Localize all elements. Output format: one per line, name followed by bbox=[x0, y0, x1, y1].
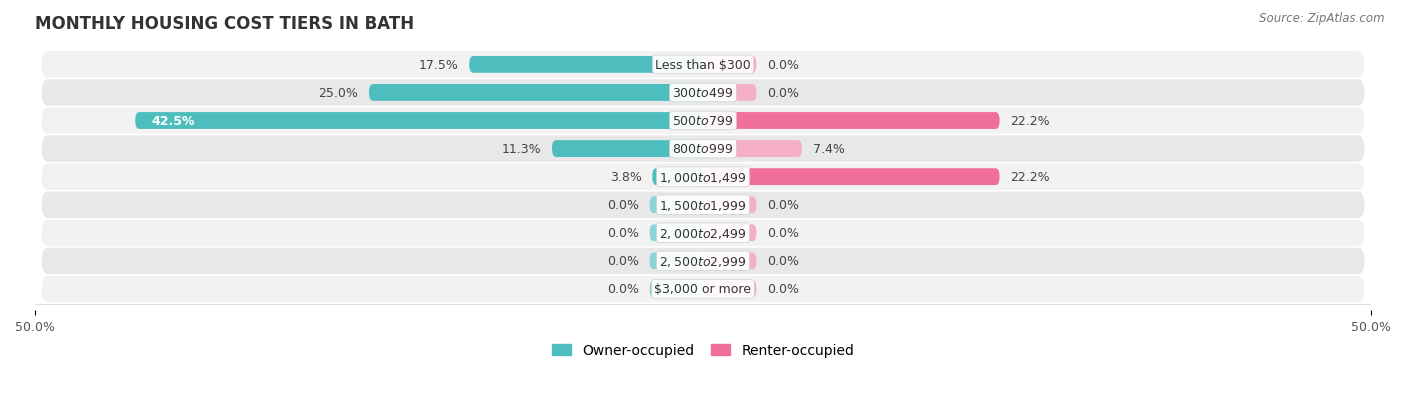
Legend: Owner-occupied, Renter-occupied: Owner-occupied, Renter-occupied bbox=[546, 338, 860, 363]
FancyBboxPatch shape bbox=[553, 141, 703, 158]
FancyBboxPatch shape bbox=[135, 113, 703, 130]
Text: 0.0%: 0.0% bbox=[768, 87, 799, 100]
Text: 11.3%: 11.3% bbox=[502, 143, 541, 156]
FancyBboxPatch shape bbox=[703, 225, 756, 242]
Text: 22.2%: 22.2% bbox=[1011, 171, 1050, 184]
Text: 22.2%: 22.2% bbox=[1011, 115, 1050, 128]
FancyBboxPatch shape bbox=[703, 85, 756, 102]
Text: 3.8%: 3.8% bbox=[610, 171, 641, 184]
Text: 0.0%: 0.0% bbox=[768, 283, 799, 296]
FancyBboxPatch shape bbox=[368, 85, 703, 102]
FancyBboxPatch shape bbox=[42, 52, 1364, 78]
Text: 0.0%: 0.0% bbox=[768, 255, 799, 268]
Text: $2,500 to $2,999: $2,500 to $2,999 bbox=[659, 254, 747, 268]
FancyBboxPatch shape bbox=[703, 281, 756, 298]
Text: $1,500 to $1,999: $1,500 to $1,999 bbox=[659, 198, 747, 212]
FancyBboxPatch shape bbox=[650, 197, 703, 214]
Text: 17.5%: 17.5% bbox=[419, 59, 458, 72]
FancyBboxPatch shape bbox=[42, 80, 1364, 107]
Text: 25.0%: 25.0% bbox=[318, 87, 359, 100]
Text: 0.0%: 0.0% bbox=[768, 199, 799, 212]
FancyBboxPatch shape bbox=[703, 141, 801, 158]
Text: 42.5%: 42.5% bbox=[152, 115, 195, 128]
Text: Source: ZipAtlas.com: Source: ZipAtlas.com bbox=[1260, 12, 1385, 25]
FancyBboxPatch shape bbox=[650, 253, 703, 270]
Text: MONTHLY HOUSING COST TIERS IN BATH: MONTHLY HOUSING COST TIERS IN BATH bbox=[35, 15, 415, 33]
FancyBboxPatch shape bbox=[703, 197, 756, 214]
FancyBboxPatch shape bbox=[703, 57, 756, 74]
Text: 0.0%: 0.0% bbox=[768, 227, 799, 240]
FancyBboxPatch shape bbox=[42, 136, 1364, 162]
Text: 0.0%: 0.0% bbox=[768, 59, 799, 72]
Text: 7.4%: 7.4% bbox=[813, 143, 845, 156]
Text: 0.0%: 0.0% bbox=[607, 255, 638, 268]
Text: $500 to $799: $500 to $799 bbox=[672, 115, 734, 128]
Text: $3,000 or more: $3,000 or more bbox=[655, 283, 751, 296]
Text: $300 to $499: $300 to $499 bbox=[672, 87, 734, 100]
FancyBboxPatch shape bbox=[703, 169, 1000, 185]
FancyBboxPatch shape bbox=[42, 108, 1364, 134]
Text: 0.0%: 0.0% bbox=[607, 283, 638, 296]
FancyBboxPatch shape bbox=[703, 113, 1000, 130]
Text: $800 to $999: $800 to $999 bbox=[672, 143, 734, 156]
Text: $2,000 to $2,499: $2,000 to $2,499 bbox=[659, 226, 747, 240]
FancyBboxPatch shape bbox=[650, 225, 703, 242]
FancyBboxPatch shape bbox=[650, 281, 703, 298]
FancyBboxPatch shape bbox=[42, 276, 1364, 302]
Text: 0.0%: 0.0% bbox=[607, 227, 638, 240]
FancyBboxPatch shape bbox=[470, 57, 703, 74]
Text: $1,000 to $1,499: $1,000 to $1,499 bbox=[659, 170, 747, 184]
FancyBboxPatch shape bbox=[42, 248, 1364, 274]
FancyBboxPatch shape bbox=[652, 169, 703, 185]
Text: 0.0%: 0.0% bbox=[607, 199, 638, 212]
FancyBboxPatch shape bbox=[42, 220, 1364, 247]
FancyBboxPatch shape bbox=[703, 253, 756, 270]
FancyBboxPatch shape bbox=[42, 192, 1364, 218]
Text: Less than $300: Less than $300 bbox=[655, 59, 751, 72]
FancyBboxPatch shape bbox=[42, 164, 1364, 190]
